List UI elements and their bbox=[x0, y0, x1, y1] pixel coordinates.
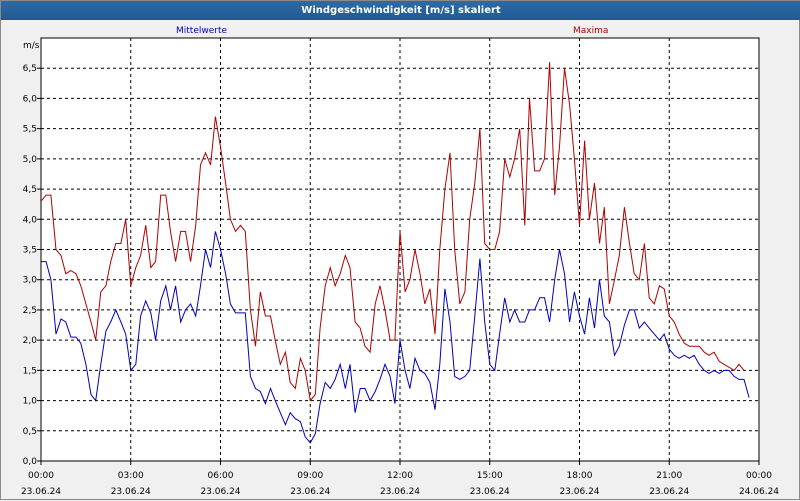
y-axis-unit: m/s bbox=[23, 41, 40, 51]
x-tick-time: 18:00 bbox=[567, 471, 593, 481]
x-tick-time: 12:00 bbox=[387, 471, 413, 481]
y-tick-label: 6,0 bbox=[23, 94, 38, 104]
x-tick-time: 00:00 bbox=[746, 471, 772, 481]
x-tick-time: 09:00 bbox=[297, 471, 323, 481]
y-tick-label: 4,5 bbox=[23, 185, 37, 195]
y-tick-label: 5,0 bbox=[23, 155, 38, 165]
y-tick-label: 3,0 bbox=[23, 276, 38, 286]
x-tick-time: 00:00 bbox=[28, 471, 54, 481]
y-tick-label: 6,5 bbox=[23, 64, 37, 74]
y-tick-label: 1,0 bbox=[23, 397, 38, 407]
x-tick-date: 23.06.24 bbox=[380, 487, 420, 497]
x-tick-date: 23.06.24 bbox=[21, 487, 61, 497]
x-tick-date: 23.06.24 bbox=[470, 487, 510, 497]
x-tick-time: 21:00 bbox=[656, 471, 682, 481]
y-tick-label: 0,0 bbox=[23, 457, 38, 467]
x-tick-date: 24.06.24 bbox=[739, 487, 779, 497]
x-tick-time: 15:00 bbox=[477, 471, 503, 481]
legend-maxima: Maxima bbox=[573, 26, 609, 36]
y-tick-label: 3,5 bbox=[23, 246, 37, 256]
y-tick-label: 2,0 bbox=[23, 336, 38, 346]
x-tick-date: 23.06.24 bbox=[200, 487, 240, 497]
series-line-maxima bbox=[40, 62, 745, 402]
series-line-mittelwerte bbox=[41, 231, 750, 444]
y-tick-label: 1,5 bbox=[23, 366, 37, 376]
y-tick-label: 0,5 bbox=[23, 427, 37, 437]
x-tick-time: 06:00 bbox=[208, 471, 234, 481]
x-tick-date: 23.06.24 bbox=[649, 487, 689, 497]
legend-mittelwerte: Mittelwerte bbox=[176, 26, 228, 36]
x-tick-time: 03:00 bbox=[118, 471, 144, 481]
y-tick-label: 4,0 bbox=[23, 215, 38, 225]
x-tick-date: 23.06.24 bbox=[559, 487, 599, 497]
y-tick-label: 5,5 bbox=[23, 125, 37, 135]
x-tick-date: 23.06.24 bbox=[290, 487, 330, 497]
x-tick-date: 23.06.24 bbox=[111, 487, 151, 497]
window-title: Windgeschwindigkeit [m/s] skaliert bbox=[1, 1, 800, 20]
y-tick-label: 2,5 bbox=[23, 306, 37, 316]
